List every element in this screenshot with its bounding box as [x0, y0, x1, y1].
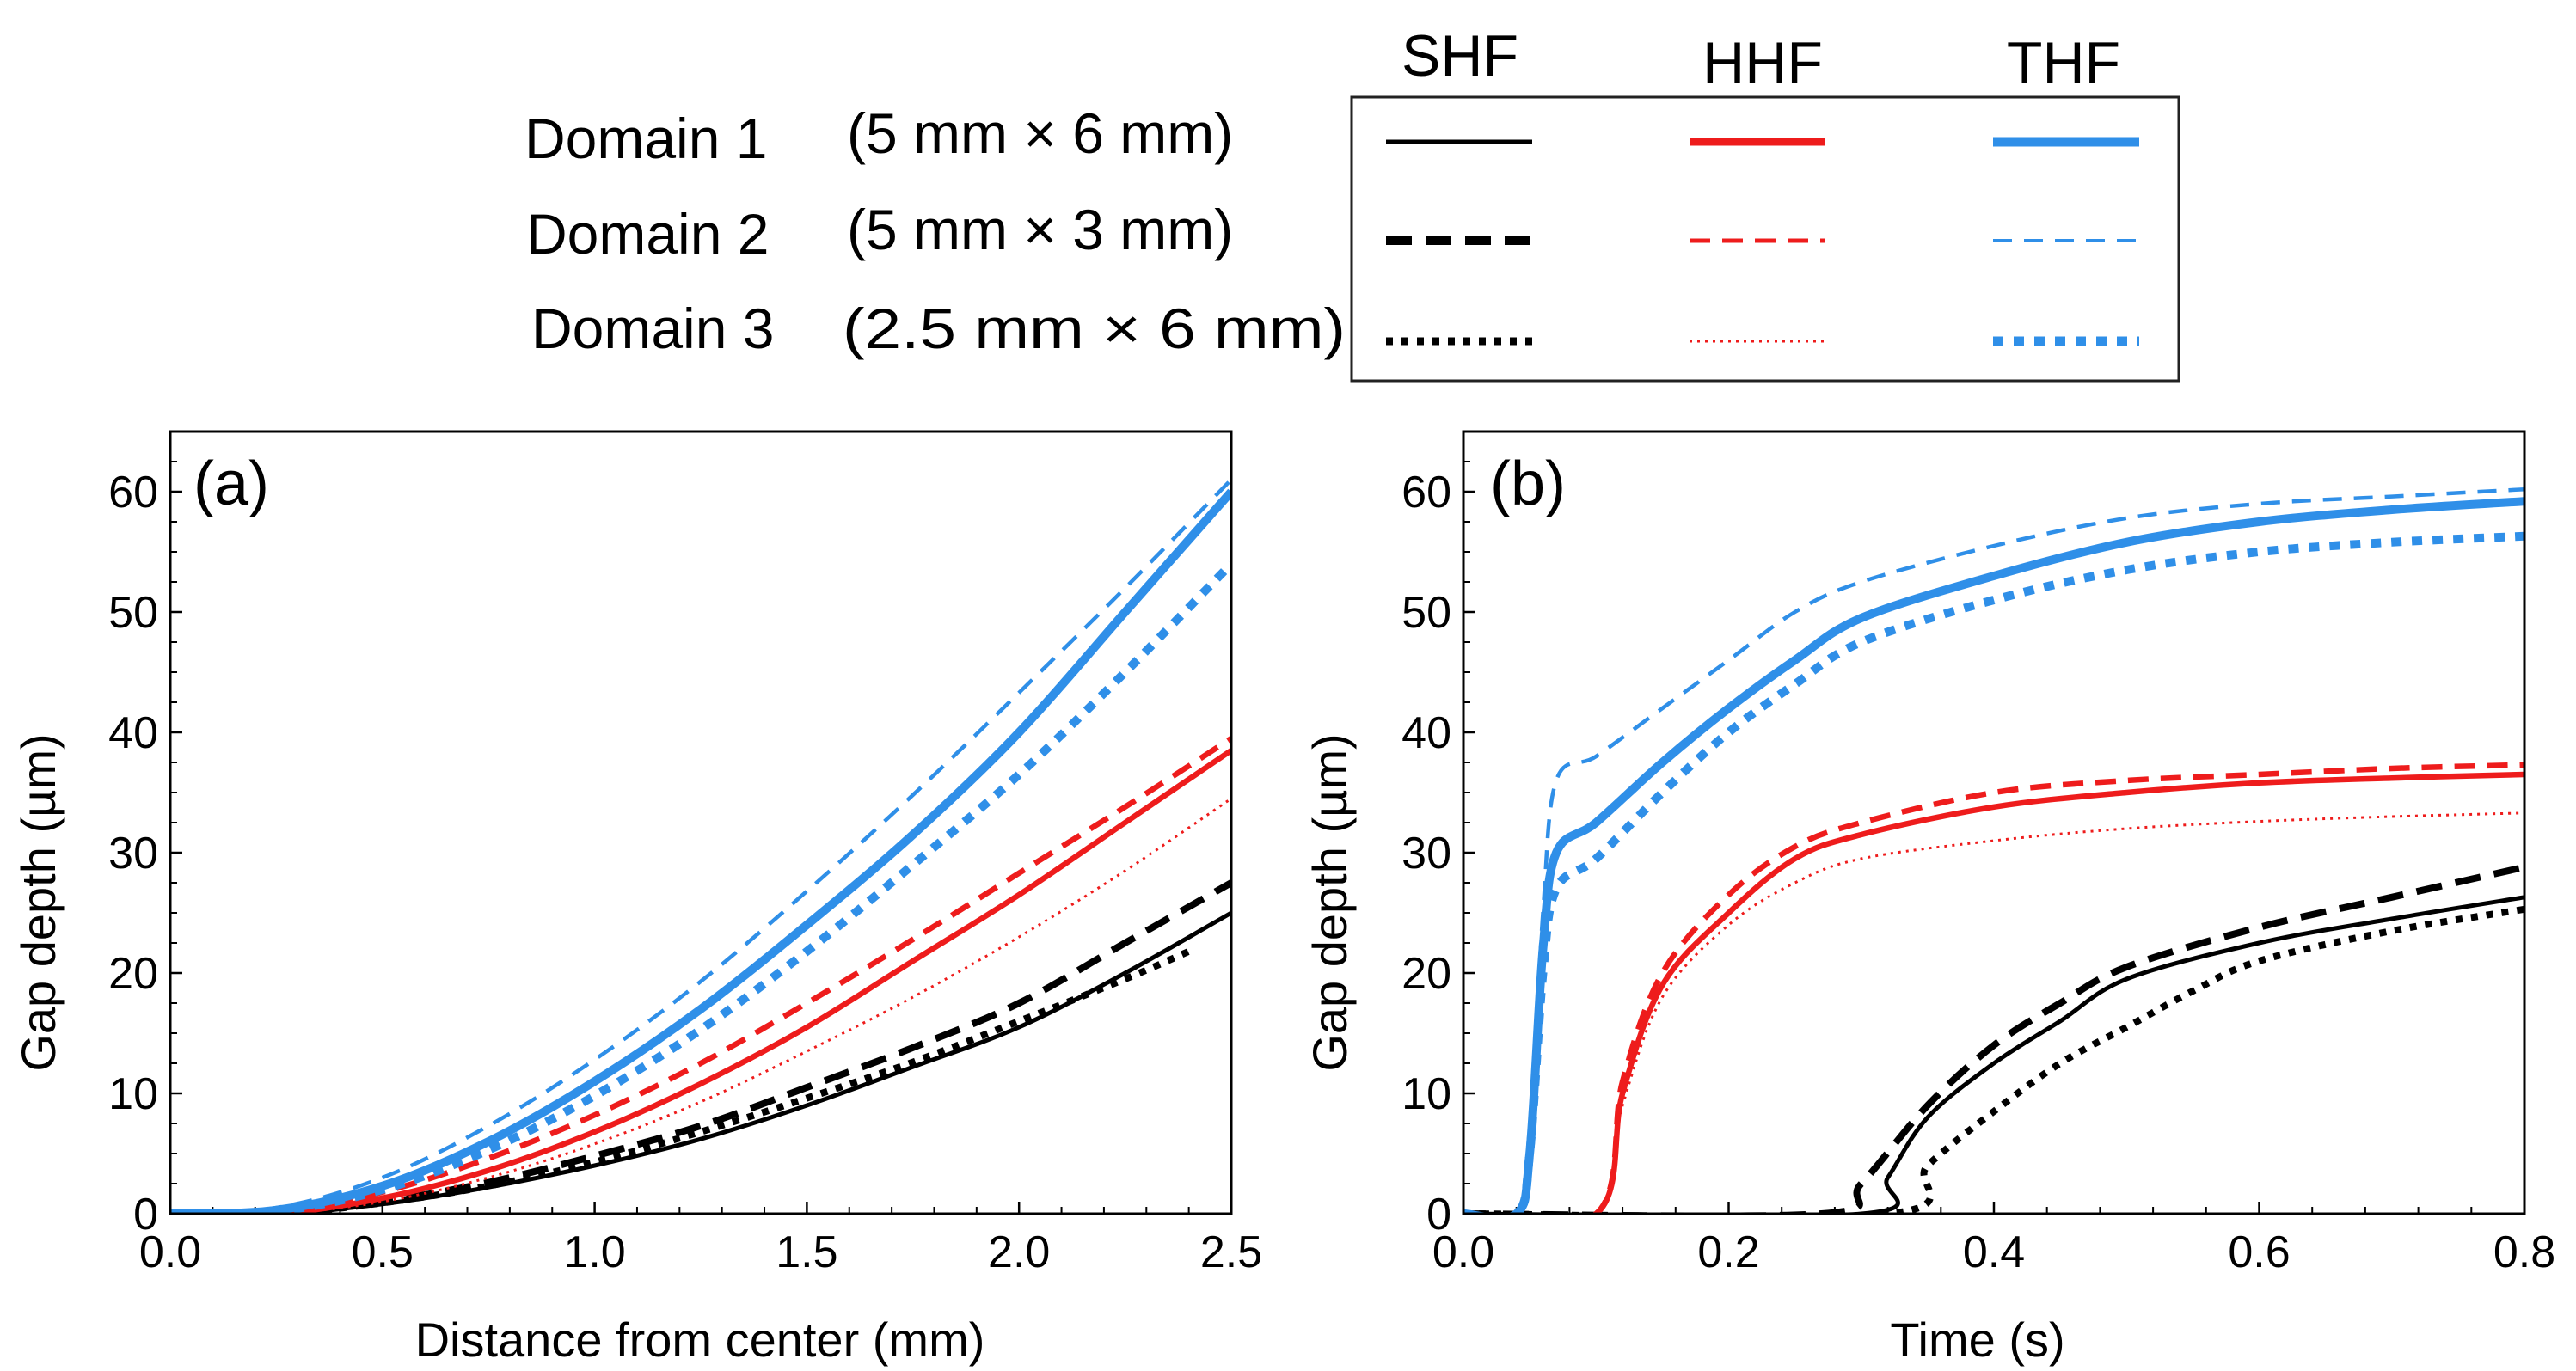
- panel-a-xlabel: Distance from center (mm): [415, 1313, 985, 1367]
- panel-b: (b) Time (s) Gap depth (µm) 0 10 20 30 40 50 6…: [1303, 430, 2555, 1367]
- panel-a-series-thf-domain-1: [170, 488, 1231, 1214]
- legend-header-hhf: HHF: [1702, 30, 1823, 95]
- panel-b-xtick-label-3: 0.6: [2228, 1227, 2290, 1277]
- panel-a-xtick-label-3: 1.5: [776, 1227, 837, 1277]
- panel-b-series-shf-domain-1: [1463, 895, 2524, 1214]
- panel-a-label: (a): [193, 450, 269, 518]
- panel-a-ytick-label-20: 20: [108, 949, 158, 999]
- panel-a-xtick-label-5: 2.5: [1200, 1227, 1262, 1277]
- panel-b-xtick-label-2: 0.4: [1963, 1227, 2025, 1277]
- panel-b-xtick-label-1: 0.2: [1697, 1227, 1759, 1277]
- panel-b-ytick-label-50: 50: [1401, 588, 1451, 638]
- panel-a-xtick-label-0: 0.0: [139, 1227, 201, 1277]
- panel-b-label: (b): [1490, 450, 1566, 518]
- legend-row-3-size: (2.5 mm × 6 mm): [843, 297, 1346, 360]
- panel-a-series-shf-domain-3: [170, 948, 1191, 1214]
- panel-a-series-thf-domain-2: [170, 478, 1231, 1214]
- panel-a-series-shf-domain-2: [170, 879, 1231, 1214]
- legend-row-2-label: Domain 2: [526, 202, 769, 266]
- panel-b-series-hhf-domain-2: [1463, 762, 2524, 1214]
- legend-row-1-label: Domain 1: [524, 107, 767, 170]
- panel-b-ylabel: Gap depth (µm): [1303, 733, 1357, 1071]
- panel-a-ytick-label-10: 10: [108, 1069, 158, 1119]
- panel-a-xtick-label-1: 0.5: [352, 1227, 414, 1277]
- legend-row-3-label: Domain 3: [531, 297, 774, 360]
- panel-b-ytick-label-40: 40: [1401, 708, 1451, 758]
- panel-a-series-hhf-domain-2: [170, 736, 1231, 1214]
- panel-a-ytick-label-60: 60: [108, 468, 158, 517]
- panel-a-series-hhf-domain-1: [170, 748, 1231, 1214]
- legend-row-2-size: (5 mm × 3 mm): [847, 198, 1233, 261]
- panel-b-xlabel: Time (s): [1890, 1313, 2064, 1367]
- panel-b-series-shf-domain-2: [1463, 863, 2524, 1214]
- panel-b-ytick-label-0: 0: [1426, 1190, 1451, 1239]
- panel-b-series-thf-domain-3: [1463, 531, 2524, 1214]
- panel-b-series-hhf-domain-1: [1463, 771, 2524, 1214]
- panel-a-frame: [169, 430, 1233, 1215]
- panel-a-ytick-label-0: 0: [133, 1190, 158, 1239]
- panel-b-ytick-label-30: 30: [1401, 829, 1451, 878]
- panel-a-plot: 0 10 20 30 40 50 60 0.0 0.5 1.0 1.5 2.0 2.5: [108, 430, 1262, 1277]
- panel-b-xtick-label-0: 0.0: [1432, 1227, 1494, 1277]
- panel-b-ytick-label-20: 20: [1401, 949, 1451, 999]
- panel-b-plot: 0 10 20 30 40 50 60 0.0 0.2 0.4 0.6 0.8: [1401, 430, 2555, 1277]
- legend-header-thf: THF: [2007, 30, 2120, 95]
- panel-b-xtick-label-4: 0.8: [2493, 1227, 2555, 1277]
- panel-b-series-hhf-domain-3: [1463, 811, 2524, 1214]
- legend: SHF HHF THF Domain 1 (5 mm × 6 mm) Domai…: [524, 23, 2180, 383]
- panel-a-ylabel: Gap depth (µm): [11, 733, 65, 1071]
- legend-row-1-size: (5 mm × 6 mm): [847, 101, 1233, 165]
- panel-b-ytick-label-10: 10: [1401, 1069, 1451, 1119]
- legend-header-shf: SHF: [1401, 23, 1518, 89]
- panel-a-ytick-label-50: 50: [108, 588, 158, 638]
- panel-a: (a) Distance from center (mm) Gap depth …: [11, 430, 1262, 1367]
- panel-a-series-thf-domain-3: [170, 560, 1231, 1214]
- panel-a-ytick-label-40: 40: [108, 708, 158, 758]
- panel-a-xtick-label-2: 1.0: [563, 1227, 625, 1277]
- panel-a-xtick-label-4: 2.0: [988, 1227, 1050, 1277]
- panel-b-frame: [1462, 430, 2526, 1215]
- panel-b-ytick-label-60: 60: [1401, 468, 1451, 517]
- panel-a-ytick-label-30: 30: [108, 829, 158, 878]
- legend-swatches: [1386, 137, 2139, 346]
